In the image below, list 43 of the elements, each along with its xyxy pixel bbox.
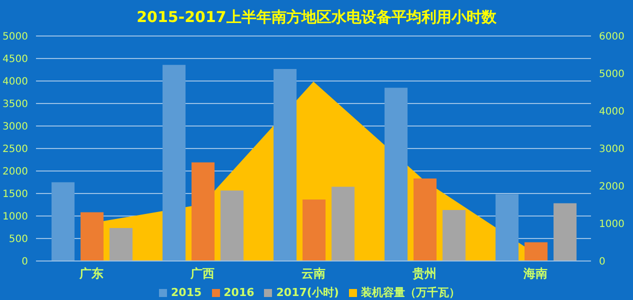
bar bbox=[192, 162, 215, 261]
x-tick-label: 广东 bbox=[78, 266, 104, 281]
y-tick-label: 2500 bbox=[2, 144, 28, 156]
x-tick-label: 海南 bbox=[522, 266, 548, 281]
y2-tick-label: 2000 bbox=[599, 182, 624, 193]
bar bbox=[220, 190, 244, 261]
y-tick-label: 4500 bbox=[2, 54, 28, 66]
legend-label: 2017(小时) bbox=[276, 286, 339, 299]
x-tick-label: 云南 bbox=[302, 266, 326, 281]
bar bbox=[52, 182, 75, 261]
bar bbox=[414, 178, 437, 261]
y-tick-label: 0 bbox=[22, 256, 28, 268]
y-tick-label: 2000 bbox=[2, 166, 28, 178]
y-tick-label: 3000 bbox=[2, 122, 28, 133]
y2-tick-label: 5000 bbox=[599, 69, 624, 80]
bar bbox=[162, 64, 186, 261]
bar bbox=[554, 203, 577, 261]
y-tick-label: 4000 bbox=[2, 76, 28, 88]
y2-tick-label: 6000 bbox=[599, 32, 624, 43]
x-tick-label: 贵州 bbox=[412, 266, 436, 281]
bar bbox=[274, 69, 297, 261]
bar bbox=[524, 242, 548, 261]
bar bbox=[80, 212, 104, 261]
legend-label: 2015 bbox=[171, 286, 202, 299]
bar bbox=[302, 200, 326, 261]
y-tick-label: 3500 bbox=[2, 99, 28, 110]
y-tick-label: 1000 bbox=[2, 212, 28, 223]
y2-tick-label: 1000 bbox=[599, 219, 624, 230]
y2-tick-label: 4000 bbox=[599, 106, 624, 118]
x-tick-label: 广西 bbox=[190, 266, 214, 281]
y-tick-label: 500 bbox=[8, 234, 28, 246]
y2-tick-label: 3000 bbox=[599, 144, 624, 156]
bar bbox=[442, 210, 466, 261]
legend-label: 装机容量（万千瓦） bbox=[360, 286, 460, 299]
bar bbox=[332, 186, 355, 261]
bar bbox=[496, 194, 519, 261]
y2-tick-label: 0 bbox=[599, 256, 606, 268]
y-tick-label: 1500 bbox=[2, 189, 28, 200]
chart-title: 2015-2017上半年南方地区水电设备平均利用小时数 bbox=[136, 7, 498, 28]
bar bbox=[110, 228, 133, 261]
bar bbox=[384, 88, 408, 261]
legend-label: 2016 bbox=[224, 286, 254, 299]
y-tick-label: 5000 bbox=[2, 32, 28, 43]
